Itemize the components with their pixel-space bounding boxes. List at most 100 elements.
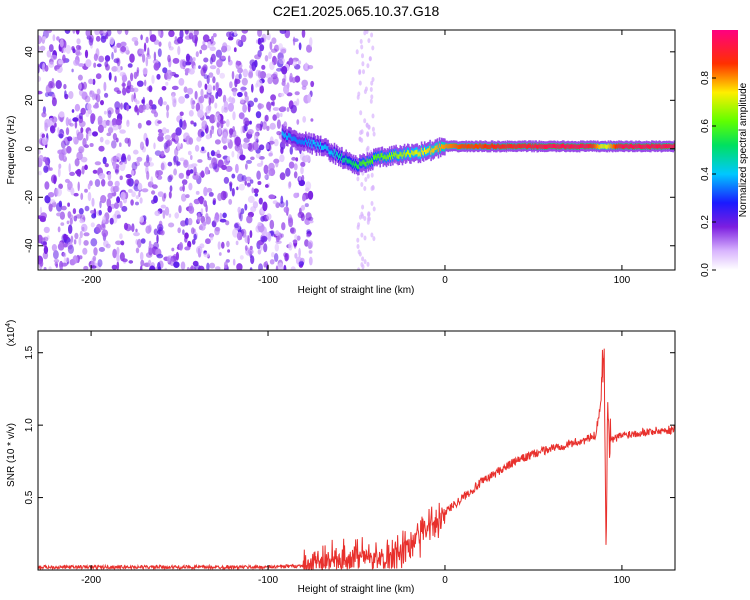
- ridge-core: [323, 145, 325, 150]
- noise-speckle: [257, 102, 262, 110]
- noise-speckle: [173, 74, 179, 78]
- ridge-core: [498, 144, 500, 149]
- noise-speckle: [280, 112, 283, 118]
- ridge-core: [380, 153, 382, 158]
- noise-speckle: [294, 75, 301, 83]
- noise-speckle: [208, 97, 212, 106]
- noise-speckle: [139, 216, 145, 223]
- noise-speckle: [370, 32, 374, 38]
- noise-speckle: [61, 205, 67, 211]
- ridge-core: [451, 144, 454, 149]
- noise-speckle: [141, 188, 149, 193]
- ridge-core: [608, 144, 611, 150]
- ridge-core: [358, 164, 360, 169]
- ridge-core: [562, 143, 564, 148]
- noise-speckle: [62, 47, 66, 53]
- ridge-core: [503, 144, 506, 149]
- noise-speckle: [145, 103, 150, 111]
- y-tick-label: -20: [24, 190, 35, 205]
- noise-speckle: [308, 216, 314, 221]
- noise-speckle: [371, 126, 375, 132]
- ridge-core: [331, 151, 334, 156]
- noise-speckle: [86, 103, 92, 111]
- noise-speckle: [234, 223, 239, 229]
- noise-speckle: [278, 43, 283, 51]
- noise-speckle: [307, 93, 312, 103]
- noise-speckle: [365, 147, 369, 153]
- snr-y-ticks: 0.5 1.0 1.5: [24, 345, 675, 505]
- noise-speckle: [156, 170, 164, 176]
- noise-speckle: [227, 55, 231, 63]
- noise-speckle: [85, 59, 92, 68]
- ridge-core: [606, 144, 609, 150]
- noise-speckle: [236, 146, 243, 154]
- noise-speckle: [225, 165, 233, 172]
- ridge-core: [587, 144, 589, 149]
- ridge-core: [495, 144, 497, 150]
- ridge-core: [379, 156, 381, 162]
- ridge-core: [572, 144, 575, 149]
- ridge-core: [327, 146, 329, 151]
- ridge-core: [366, 158, 369, 163]
- noise-speckle: [145, 137, 149, 147]
- noise-speckle: [105, 64, 110, 71]
- noise-speckle: [49, 199, 56, 204]
- noise-speckle: [73, 59, 80, 66]
- noise-speckle: [266, 32, 271, 41]
- ridge-core: [342, 158, 344, 163]
- noise-speckle: [164, 134, 172, 141]
- noise-speckle: [274, 58, 279, 64]
- noise-speckle: [160, 230, 165, 236]
- ridge-core: [371, 159, 374, 164]
- noise-speckle: [245, 163, 248, 170]
- noise-speckle: [370, 94, 374, 100]
- noise-speckle: [139, 265, 143, 270]
- ridge-core: [305, 137, 307, 143]
- noise-speckle: [65, 257, 70, 263]
- noise-speckle: [201, 146, 205, 152]
- ridge-core: [654, 144, 656, 149]
- ridge-core: [626, 143, 629, 149]
- noise-speckle: [180, 220, 187, 227]
- noise-speckle: [193, 233, 197, 241]
- noise-speckle: [65, 44, 72, 54]
- ridge-core: [457, 144, 460, 150]
- noise-speckle: [71, 68, 74, 73]
- noise-speckle: [239, 154, 246, 161]
- noise-speckle: [111, 51, 114, 60]
- noise-speckle: [366, 261, 370, 267]
- noise-speckle: [79, 219, 85, 224]
- noise-speckle: [254, 54, 261, 60]
- noise-speckle: [116, 253, 120, 263]
- ridge-core: [500, 144, 502, 150]
- noise-speckle: [94, 179, 101, 187]
- noise-speckle: [146, 170, 150, 180]
- ridge-core: [431, 147, 433, 153]
- noise-speckle: [168, 174, 174, 181]
- noise-speckle: [206, 74, 210, 85]
- noise-speckle: [242, 142, 249, 149]
- ridge-core: [624, 143, 627, 149]
- noise-speckle: [357, 267, 361, 270]
- ridge-core: [633, 144, 635, 149]
- noise-speckle: [372, 236, 376, 242]
- ridge-core: [481, 144, 483, 149]
- ridge-core: [361, 161, 363, 166]
- noise-speckle: [69, 122, 74, 127]
- noise-speckle: [232, 111, 236, 121]
- noise-speckle: [74, 103, 81, 112]
- noise-speckle: [305, 181, 312, 191]
- noise-speckle: [39, 206, 43, 215]
- noise-speckle: [157, 120, 162, 124]
- noise-speckle: [234, 78, 241, 84]
- ridge-core: [329, 151, 332, 156]
- noise-speckle: [309, 37, 313, 47]
- ridge-core: [354, 161, 357, 166]
- ridge-core: [471, 144, 474, 149]
- noise-speckle: [200, 170, 205, 178]
- noise-speckle: [179, 30, 184, 39]
- noise-speckle: [142, 53, 146, 63]
- noise-speckle: [285, 167, 291, 177]
- noise-speckle: [107, 192, 113, 199]
- noise-speckle: [242, 68, 249, 78]
